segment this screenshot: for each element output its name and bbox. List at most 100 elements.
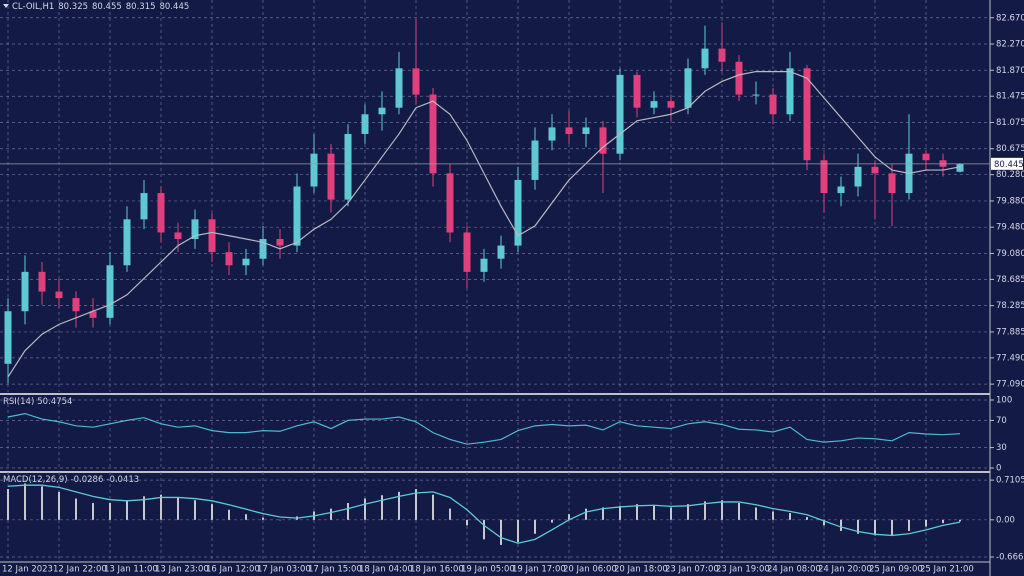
candle-body bbox=[514, 179, 522, 246]
price-header: CL-OIL,H1 80.325 80.455 80.315 80.445 bbox=[12, 2, 189, 12]
x-tick-label: 20 Jan 18:00 bbox=[614, 565, 668, 575]
candle-body bbox=[837, 186, 845, 194]
y-tick-label: 82.670 bbox=[996, 13, 1024, 23]
y-tick-label: 79.480 bbox=[996, 223, 1024, 233]
macd-bar bbox=[925, 519, 927, 527]
y-tick-label: 0.00 bbox=[996, 515, 1015, 525]
candle-body bbox=[21, 271, 29, 312]
candle-body bbox=[650, 101, 658, 108]
macd-bar bbox=[245, 514, 247, 520]
y-tick-label: 77.885 bbox=[996, 327, 1024, 337]
y-tick-label: 0 bbox=[996, 464, 1001, 474]
candle-body bbox=[684, 68, 692, 108]
candle-body bbox=[395, 68, 403, 108]
macd-bar bbox=[449, 508, 451, 520]
candle-body bbox=[327, 153, 335, 200]
candle-body bbox=[871, 166, 879, 174]
candle-body bbox=[497, 245, 505, 259]
macd-bar bbox=[602, 507, 604, 520]
macd-bar bbox=[109, 503, 111, 520]
y-tick-label: 81.870 bbox=[996, 66, 1024, 76]
candle-body bbox=[769, 94, 777, 115]
candle-body bbox=[888, 173, 896, 194]
candle-body bbox=[225, 252, 233, 266]
macd-bar bbox=[7, 489, 9, 520]
macd-bar bbox=[347, 503, 349, 520]
macd-bar bbox=[466, 519, 468, 526]
macd-bar bbox=[500, 519, 502, 545]
x-tick-label: 25 Jan 21:00 bbox=[920, 565, 974, 575]
candle-body bbox=[123, 219, 131, 266]
rsi-header: RSI(14) 50.4754 bbox=[3, 397, 72, 407]
close: 80.445 bbox=[160, 2, 190, 12]
x-tick-label: 12 Jan 2023 bbox=[2, 565, 53, 575]
macd-bar bbox=[653, 505, 655, 520]
macd-bar bbox=[228, 509, 230, 520]
candle-body bbox=[803, 68, 811, 161]
x-tick-label: 18 Jan 04:00 bbox=[359, 565, 413, 575]
candle-body bbox=[531, 140, 539, 180]
y-tick-label: 81.075 bbox=[996, 118, 1024, 128]
candle-body bbox=[582, 127, 590, 134]
macd-bar bbox=[619, 505, 621, 520]
indicator-line bbox=[7, 412, 961, 445]
y-tick-label: 77.090 bbox=[996, 380, 1024, 390]
macd-bar bbox=[823, 519, 825, 526]
candle-body bbox=[565, 127, 573, 134]
y-tick-label: 78.285 bbox=[996, 301, 1024, 311]
candle-body bbox=[922, 153, 930, 161]
menu-arrow[interactable] bbox=[3, 4, 9, 8]
macd-bar bbox=[908, 519, 910, 531]
macd-bar bbox=[279, 519, 281, 521]
macd-bar bbox=[568, 514, 570, 520]
macd-bar bbox=[789, 513, 791, 520]
candle-body bbox=[956, 163, 964, 172]
macd-bar bbox=[670, 507, 672, 520]
candle-body bbox=[55, 291, 63, 299]
candle-body bbox=[446, 173, 454, 233]
x-tick-label: 18 Jan 16:00 bbox=[410, 565, 464, 575]
candle-body bbox=[616, 74, 624, 154]
macd-bar bbox=[687, 504, 689, 520]
candle-body bbox=[633, 74, 641, 108]
macd-bar bbox=[211, 504, 213, 520]
y-tick-label: 77.490 bbox=[996, 353, 1024, 363]
x-tick-label: 19 Jan 05:00 bbox=[461, 565, 515, 575]
x-tick-label: 13 Jan 11:00 bbox=[104, 565, 158, 575]
candle-body bbox=[174, 232, 182, 240]
candle-body bbox=[361, 114, 369, 134]
y-tick-label: 78.685 bbox=[996, 275, 1024, 285]
macd-bar bbox=[534, 519, 536, 534]
candle-body bbox=[548, 127, 556, 141]
x-tick-label: 13 Jan 23:00 bbox=[155, 565, 209, 575]
candle-body bbox=[259, 239, 267, 259]
candle-body bbox=[429, 94, 437, 174]
candle-body bbox=[480, 258, 488, 272]
x-tick-label: 16 Jan 12:00 bbox=[206, 565, 260, 575]
candle-body bbox=[89, 311, 97, 318]
indicator-name: RSI(14) bbox=[3, 397, 34, 407]
y-tick-label: 80.280 bbox=[996, 170, 1024, 180]
macd-bar bbox=[160, 494, 162, 520]
low: 80.315 bbox=[126, 2, 156, 12]
candle-body bbox=[786, 68, 794, 115]
macd-bar bbox=[432, 494, 434, 520]
macd-bar bbox=[959, 519, 961, 522]
candle-body bbox=[718, 48, 726, 62]
candle-body bbox=[208, 219, 216, 253]
macd-bar bbox=[704, 501, 706, 520]
candle-body bbox=[310, 153, 318, 187]
candle-body bbox=[599, 127, 607, 154]
macd-bar bbox=[194, 500, 196, 520]
macd-bar bbox=[517, 519, 519, 543]
current-price-label: 80.445 bbox=[994, 160, 1024, 170]
y-tick-label: 100 bbox=[996, 396, 1012, 406]
x-tick-label: 19 Jan 17:00 bbox=[512, 565, 566, 575]
high: 80.455 bbox=[92, 2, 122, 12]
x-tick-label: 17 Jan 03:00 bbox=[257, 565, 311, 575]
candle-body bbox=[735, 61, 743, 95]
y-tick-label: -0.6667 bbox=[996, 553, 1024, 563]
open: 80.325 bbox=[58, 2, 88, 12]
